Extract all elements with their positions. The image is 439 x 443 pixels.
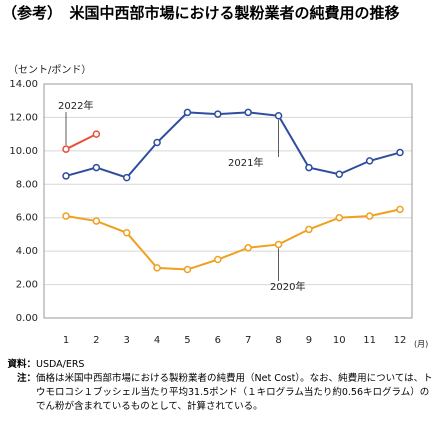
x-tick-label: 9 xyxy=(306,335,312,346)
series-label: 2021年 xyxy=(228,156,263,169)
chart-title: （参考） 米国中西部市場における製粉業者の純費用の推移 xyxy=(2,4,400,22)
y-tick-label: 8.00 xyxy=(16,179,38,190)
y-tick-label: 0.00 xyxy=(16,313,38,324)
x-tick-label: 2 xyxy=(93,335,99,346)
y-tick-label: 6.00 xyxy=(16,213,38,224)
note: 価格は米国中西部市場における製粉業者の純費用（Net Cost）。なお、純費用に… xyxy=(36,373,433,412)
y-tick-label: 2.00 xyxy=(16,280,38,291)
plot-frame xyxy=(43,83,413,319)
point xyxy=(92,163,101,172)
series-line xyxy=(65,133,97,151)
y-tick-label: 14.00 xyxy=(9,79,38,90)
x-tick-label: 5 xyxy=(184,335,190,346)
y-axis-label: （セント/ポンド） xyxy=(8,64,91,76)
point xyxy=(396,205,404,214)
point xyxy=(183,265,192,274)
note-row: 注： 価格は米国中西部市場における製粉業者の純費用（Net Cost）。なお、純費… xyxy=(0,372,435,414)
point xyxy=(62,145,70,153)
point xyxy=(153,264,161,272)
point xyxy=(122,229,131,237)
x-tick-label: 7 xyxy=(245,335,251,346)
point xyxy=(244,244,252,252)
point xyxy=(365,212,374,220)
point xyxy=(92,217,101,225)
point xyxy=(153,138,161,147)
notes: 資料： USDA/ERS 注： 価格は米国中西部市場における製粉業者の純費用（Net… xyxy=(0,358,435,414)
source: USDA/ERS xyxy=(36,359,85,370)
point xyxy=(62,172,70,180)
point xyxy=(122,173,131,182)
x-tick-label: 4 xyxy=(154,335,160,346)
point xyxy=(365,157,374,165)
point xyxy=(62,212,70,220)
point xyxy=(305,163,313,172)
chart: （セント/ポンド） 0.00 2.00 4.00 6.00 8.00 10.00 12.00 1… xyxy=(8,64,428,349)
note-label: 注： xyxy=(16,373,36,384)
x-tick-label: 12 xyxy=(394,335,407,346)
x-tick-label: 11 xyxy=(363,335,376,346)
point xyxy=(244,108,252,117)
point xyxy=(335,170,344,179)
series-label: 2022年 xyxy=(58,99,93,112)
source-row: 資料： USDA/ERS xyxy=(0,358,435,372)
point xyxy=(396,148,404,157)
point xyxy=(305,225,313,234)
point xyxy=(335,213,344,222)
series-line xyxy=(65,208,401,271)
series-line xyxy=(65,111,401,179)
x-tick-label: 10 xyxy=(333,335,346,346)
point xyxy=(92,130,101,138)
point xyxy=(214,110,222,118)
y-tick-label: 10.00 xyxy=(9,146,38,157)
y-tick-label: 12.00 xyxy=(9,112,38,123)
y-tick-label: 4.00 xyxy=(16,246,38,257)
x-axis-unit: (月) xyxy=(414,340,428,349)
point xyxy=(274,112,283,120)
x-tick-label: 8 xyxy=(275,335,281,346)
x-tick-label: 6 xyxy=(215,335,221,346)
point xyxy=(214,255,222,264)
series-label: 2020年 xyxy=(270,280,305,293)
point xyxy=(274,240,283,249)
x-tick-label: 3 xyxy=(124,335,130,346)
source-label: 資料： xyxy=(7,359,36,370)
point xyxy=(183,108,192,117)
x-tick-label: 1 xyxy=(63,335,69,346)
